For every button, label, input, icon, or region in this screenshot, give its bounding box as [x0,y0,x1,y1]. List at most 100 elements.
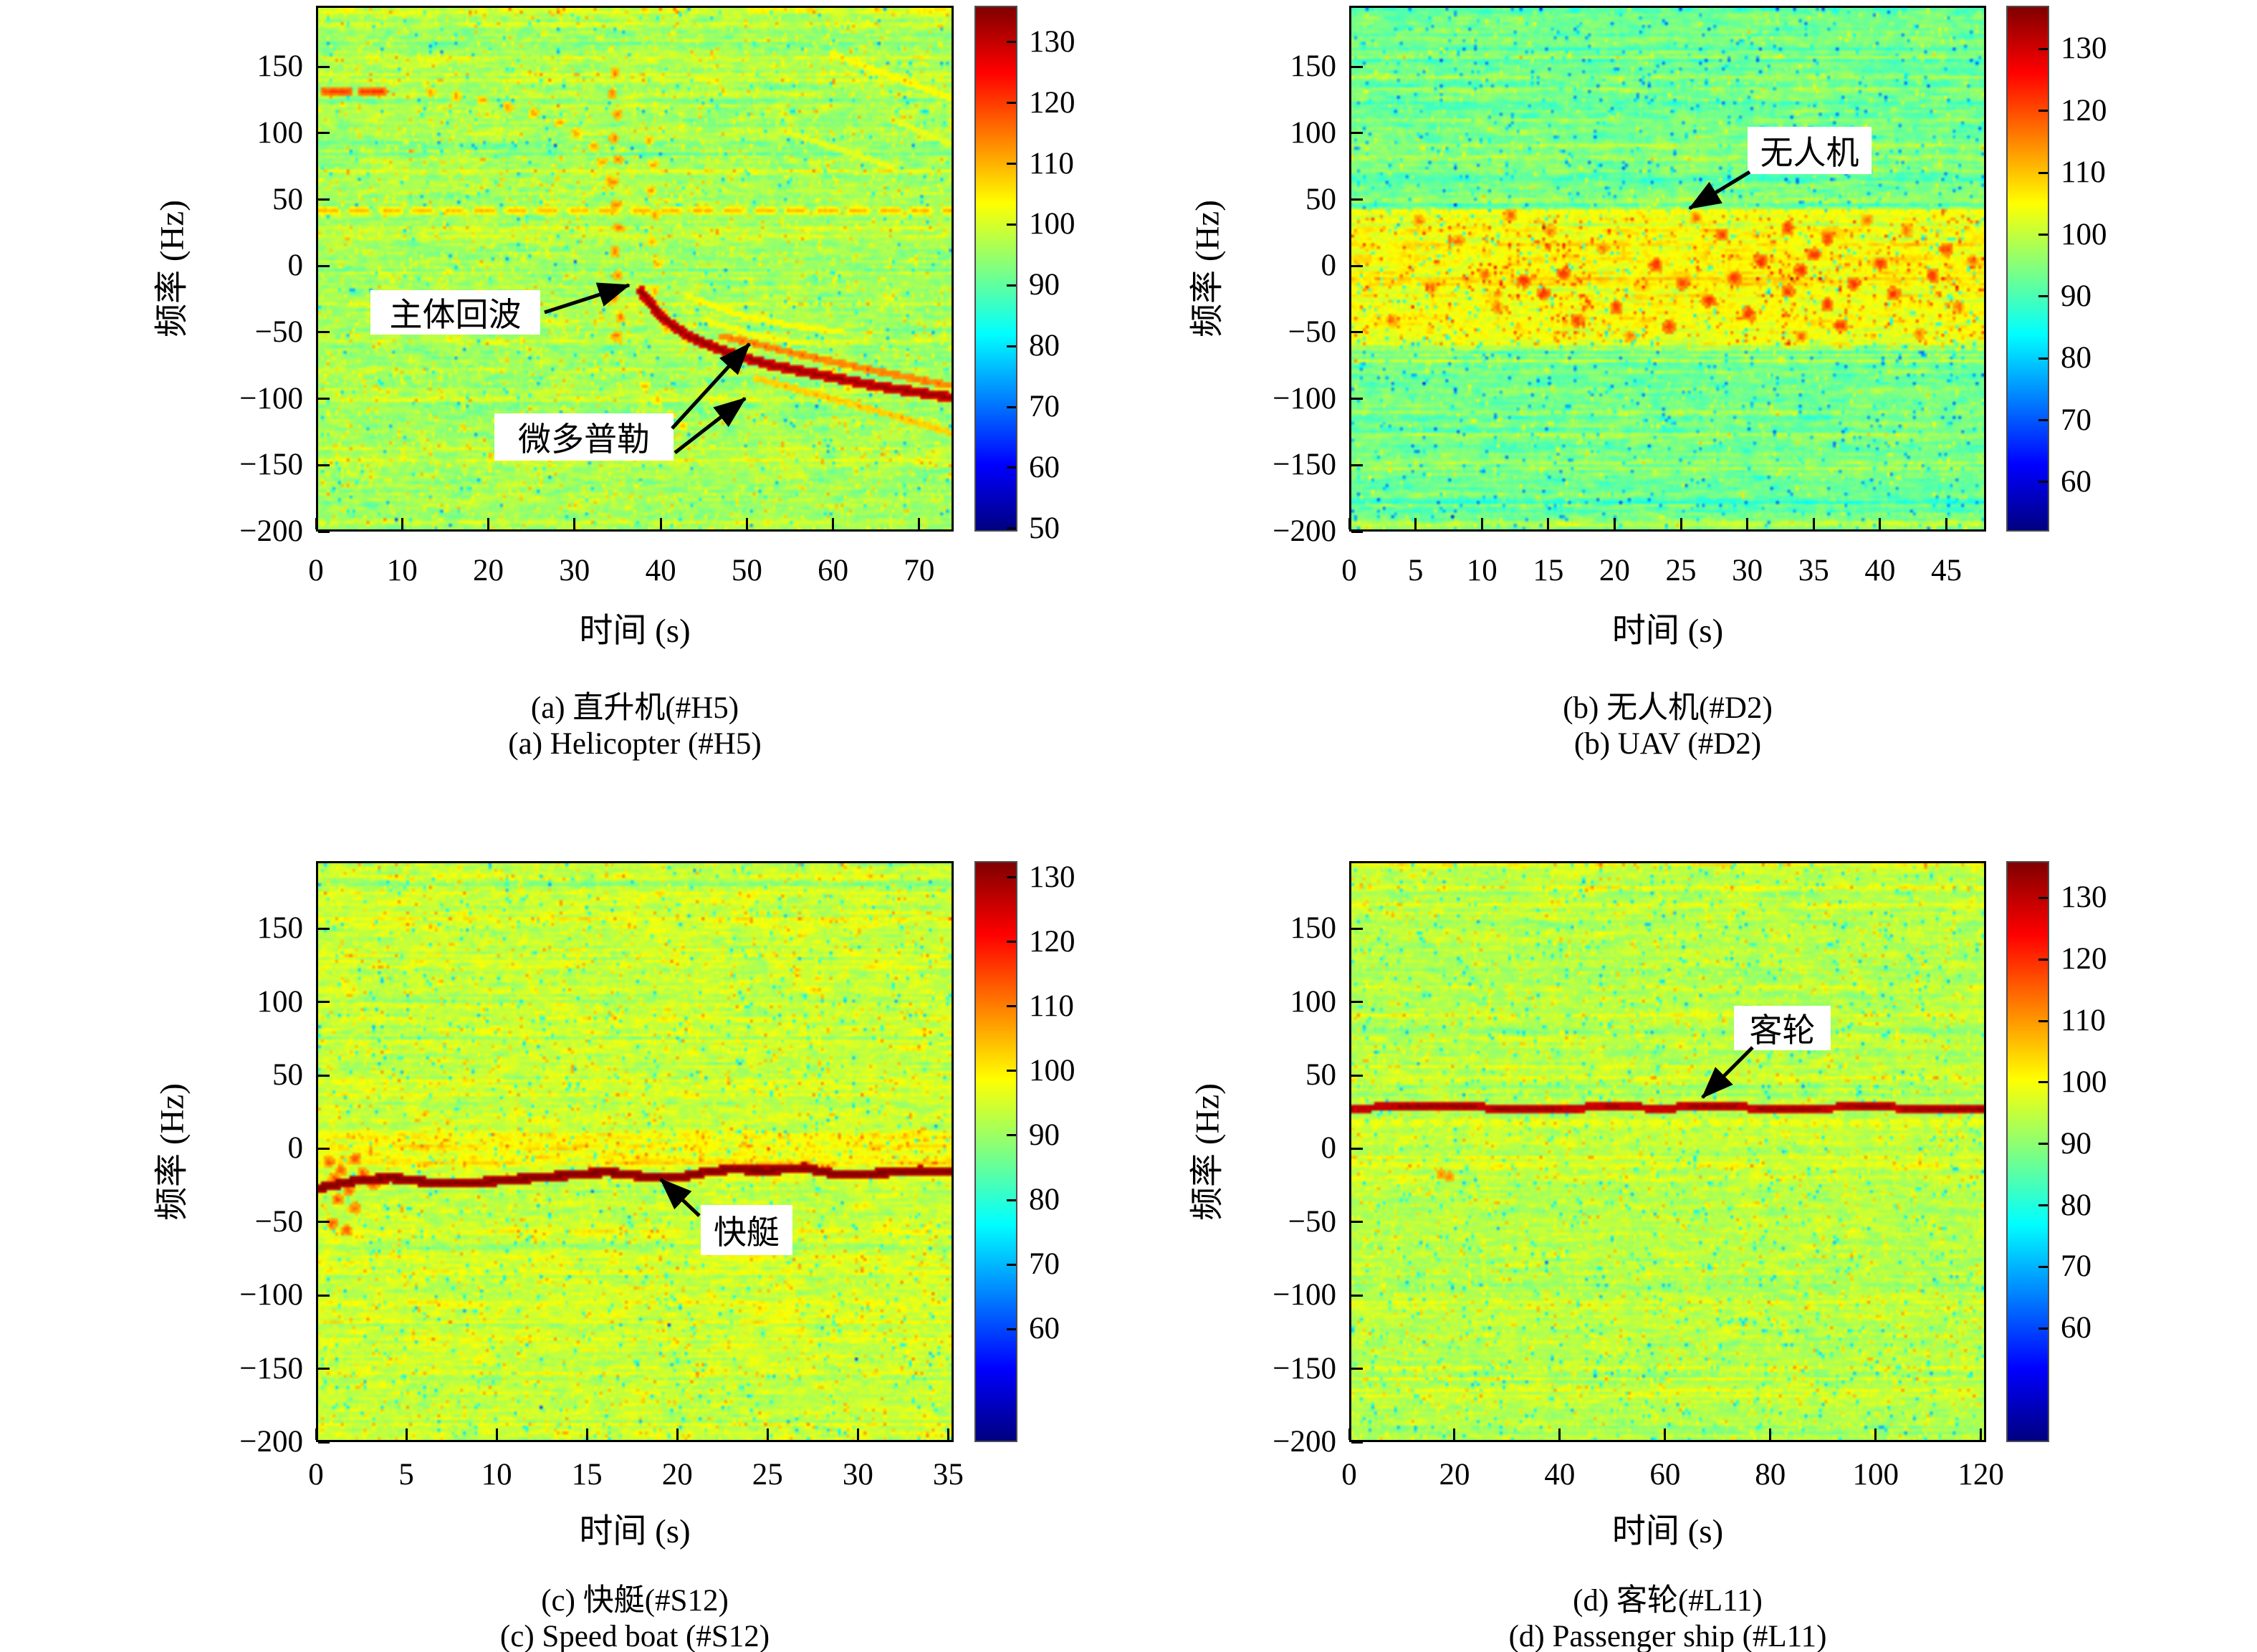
x-tick-label: 60 [818,554,849,587]
x-tick-label: 35 [932,1458,964,1492]
x-tick-mark [1414,518,1417,529]
colorbar-tick-mark [1007,1199,1016,1201]
colorbar-tick-label: 70 [2061,1249,2091,1284]
x-tick-mark [495,1428,498,1440]
y-tick-label: 0 [287,249,304,283]
x-tick-mark [1664,1428,1667,1440]
x-tick-mark [401,518,403,529]
x-tick-label: 25 [1665,554,1697,587]
x-tick-mark [1679,518,1682,529]
y-tick-label: −200 [1273,1425,1336,1459]
x-tick-label: 5 [1407,554,1424,587]
y-tick-mark [318,398,330,400]
annotation-arrow [544,282,631,314]
y-tick-label: −50 [1288,314,1336,349]
x-tick-mark [676,1428,679,1440]
colorbar-tick-mark [1007,1263,1016,1266]
colorbar-tick-mark [2038,958,2048,961]
x-tick-mark [1480,518,1483,529]
y-tick-mark [318,464,330,466]
colorbar-tick-mark [2038,1265,2048,1268]
caption-zh: (c) 快艇(#S12) [541,1584,729,1618]
x-tick-label: 45 [1930,554,1962,587]
y-tick-mark [1351,198,1363,201]
x-tick-mark [1812,518,1815,529]
x-tick-mark [405,1428,408,1440]
colorbar-passenger-ship [2006,861,2049,1442]
annotation-arrow [1688,170,1751,211]
x-tick-label: 60 [1649,1458,1681,1492]
caption-zh: (a) 直升机(#H5) [530,691,739,725]
x-tick-label: 10 [1466,554,1498,587]
colorbar-tick-mark [2038,419,2048,422]
x-tick-mark [1874,1428,1877,1440]
y-tick-label: −200 [239,514,303,548]
spectrogram-plot-helicopter [315,6,954,533]
colorbar-tick-label: 120 [1029,924,1075,959]
x-tick-label: 70 [904,554,935,587]
x-tick-label: 10 [386,554,418,587]
y-tick-label: −150 [1273,448,1336,482]
x-tick-label: 0 [1341,1458,1357,1492]
x-tick-label: 20 [1439,1458,1470,1492]
x-tick-mark [766,1428,769,1440]
x-tick-label: 15 [571,1458,603,1492]
y-tick-mark [318,530,330,533]
y-tick-label: 50 [272,1058,303,1092]
caption-en: (b) UAV (#D2) [1573,727,1762,761]
colorbar-tick-mark [2038,896,2048,899]
x-tick-label: 30 [842,1458,873,1492]
y-tick-label: −150 [239,1351,303,1386]
y-tick-label: −200 [1273,514,1336,548]
y-tick-mark [1351,398,1363,400]
y-tick-mark [1351,132,1363,135]
x-tick-mark [573,518,576,529]
x-tick-mark [918,518,921,529]
x-tick-mark [1453,1428,1456,1440]
x-tick-mark [745,518,748,529]
annotation-speed-boat: 快艇 [701,1205,792,1255]
annotation-arrow [671,342,751,430]
colorbar-tick-mark [2038,171,2048,174]
y-tick-mark [318,1441,330,1444]
colorbar-uav [2006,6,2049,532]
y-tick-mark [1351,1221,1363,1224]
y-tick-mark [318,1221,330,1224]
colorbar-tick-mark [1007,1134,1016,1137]
colorbar-tick-label: 60 [2061,464,2091,499]
y-tick-label: 100 [1290,115,1337,150]
y-tick-mark [318,65,330,68]
spectrogram-plot-passenger-ship [1348,861,1986,1444]
colorbar-tick-label: 80 [2061,1188,2091,1222]
spectrogram-canvas-uav [1351,8,1984,529]
caption-en: (d) Passenger ship (#L11) [1508,1620,1827,1652]
x-tick-label: 40 [645,554,676,587]
y-tick-mark [1351,1368,1363,1370]
x-tick-label: 25 [752,1458,783,1492]
y-tick-label: −50 [254,314,303,349]
y-tick-mark [318,1294,330,1297]
caption-en: (c) Speed boat (#S12) [499,1620,770,1652]
x-tick-label: 20 [661,1458,693,1492]
y-tick-label: 150 [1290,49,1337,84]
spectrogram-plot-speed-boat [315,861,954,1444]
x-tick-label: 120 [1957,1458,2004,1492]
x-tick-mark [315,1428,317,1440]
y-tick-label: 0 [1321,249,1337,283]
y-tick-label: −100 [1273,381,1336,416]
y-tick-mark [1351,65,1363,68]
y-tick-label: 0 [1321,1131,1337,1166]
y-tick-label: −100 [1273,1278,1336,1312]
colorbar-tick-mark [2038,295,2048,298]
y-tick-mark [318,1074,330,1077]
spectrogram-canvas-passenger-ship [1351,863,1984,1440]
x-axis-label: 时间 (s) [1611,613,1724,650]
x-tick-label: 40 [1544,1458,1576,1492]
colorbar-tick-mark [1007,284,1016,287]
y-tick-label: −50 [254,1204,303,1239]
x-tick-mark [1348,1428,1351,1440]
colorbar-tick-mark [1007,1005,1016,1008]
